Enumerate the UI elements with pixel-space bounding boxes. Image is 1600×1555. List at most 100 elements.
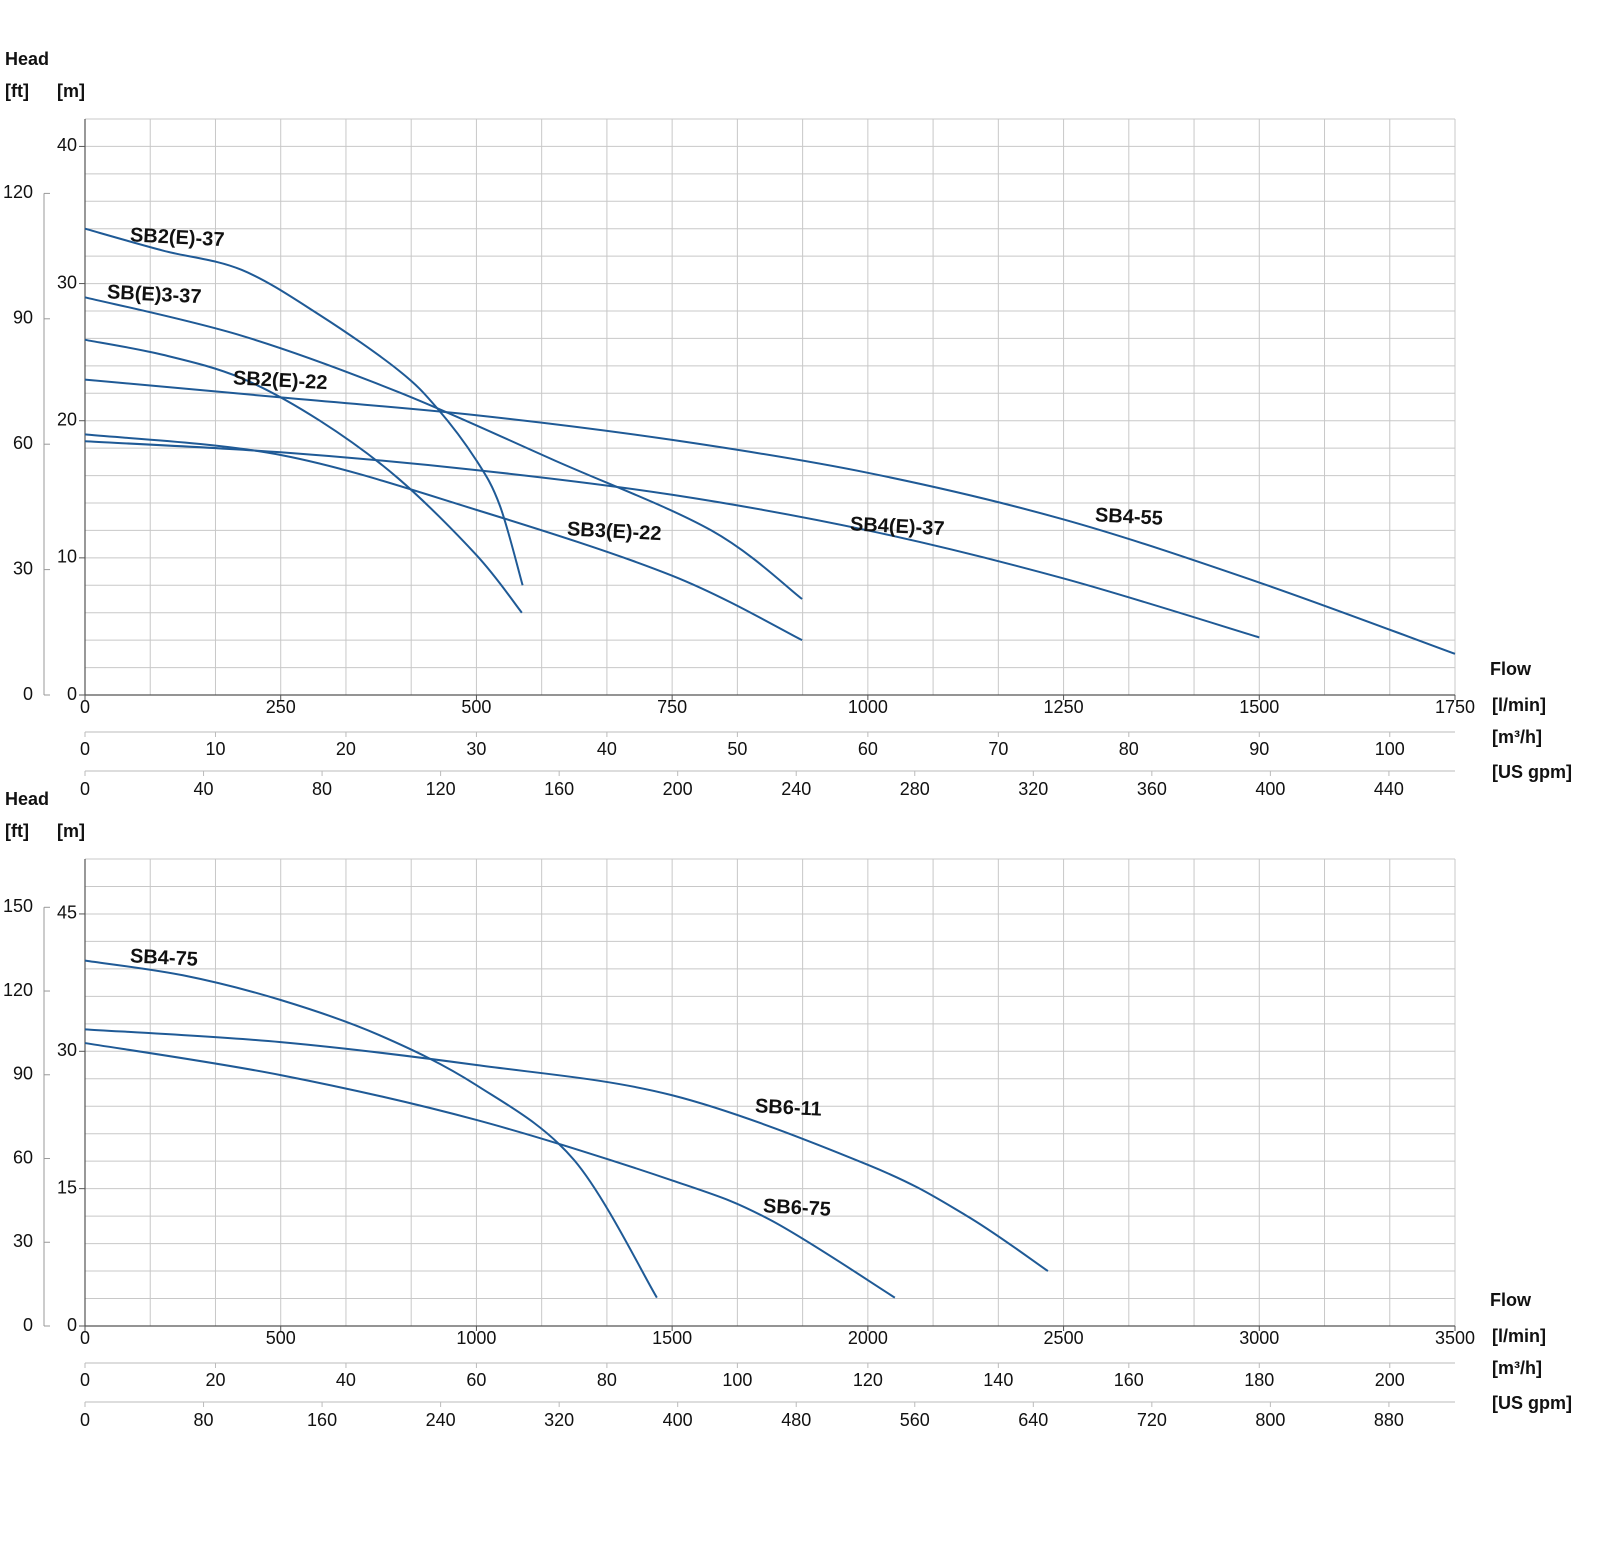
y2-tick-label: 150: [3, 896, 33, 916]
y2-tick-label: 60: [13, 433, 33, 453]
y2-tick-label: 90: [13, 308, 33, 328]
y2-tick-label: 60: [13, 1147, 33, 1167]
flow-label: Flow: [1490, 659, 1532, 679]
x2-tick-label: 60: [466, 1370, 486, 1390]
x3-tick-label: 400: [1255, 779, 1285, 799]
x-tick-label: 3500: [1435, 1328, 1475, 1348]
pump-curve: [84, 959, 658, 1299]
x2-label: [m³/h]: [1492, 1358, 1542, 1378]
x-tick-label: 1000: [848, 697, 888, 717]
x3-tick-label: 320: [544, 1410, 574, 1430]
curve-label: SB3(E)-22: [566, 518, 662, 545]
x3-tick-label: 200: [663, 779, 693, 799]
x2-tick-label: 200: [1375, 1370, 1405, 1390]
y-tick-label: 20: [57, 409, 77, 429]
x2-tick-label: 60: [858, 739, 878, 759]
pump-curve: [84, 1042, 896, 1299]
y2-label: [ft]: [5, 821, 29, 841]
x-tick-label: 1000: [456, 1328, 496, 1348]
x3-label: [US gpm]: [1492, 1393, 1572, 1413]
x-tick-label: 250: [266, 697, 296, 717]
x2-tick-label: 70: [988, 739, 1008, 759]
head-label: Head: [5, 49, 49, 69]
x3-tick-label: 160: [307, 1410, 337, 1430]
x2-tick-label: 80: [1119, 739, 1139, 759]
x3-tick-label: 640: [1018, 1410, 1048, 1430]
y-tick-label: 15: [57, 1177, 77, 1197]
curve-label: SB(E)3-37: [106, 281, 202, 308]
x-tick-label: 1500: [652, 1328, 692, 1348]
x3-tick-label: 880: [1374, 1410, 1404, 1430]
curve-label: SB4-75: [129, 945, 198, 971]
x3-tick-label: 360: [1137, 779, 1167, 799]
pump-curve: [84, 227, 524, 586]
x-tick-label: 500: [461, 697, 491, 717]
x3-tick-label: 560: [900, 1410, 930, 1430]
x3-tick-label: 720: [1137, 1410, 1167, 1430]
x3-tick-label: 80: [312, 779, 332, 799]
x2-tick-label: 40: [336, 1370, 356, 1390]
y-tick-label: 0: [67, 1315, 77, 1335]
y-tick-label: 45: [57, 903, 77, 923]
x-tick-label: 1500: [1239, 697, 1279, 717]
y2-tick-label: 120: [3, 182, 33, 202]
head-label: Head: [5, 789, 49, 809]
x2-tick-label: 100: [722, 1370, 752, 1390]
x2-tick-label: 30: [466, 739, 486, 759]
y2-tick-label: 30: [13, 1231, 33, 1251]
x3-tick-label: 80: [194, 1410, 214, 1430]
y2-tick-label: 90: [13, 1064, 33, 1084]
y-tick-label: 10: [57, 547, 77, 567]
x3-tick-label: 240: [781, 779, 811, 799]
x-tick-label: 2500: [1044, 1328, 1084, 1348]
x-label: [l/min]: [1492, 695, 1546, 715]
x2-tick-label: 120: [853, 1370, 883, 1390]
curve-label: SB4-55: [1094, 504, 1163, 530]
pump-curve: [84, 440, 1260, 639]
curve-label: SB4(E)-37: [849, 513, 945, 540]
x2-tick-label: 160: [1114, 1370, 1144, 1390]
curve-label: SB6-75: [762, 1195, 831, 1221]
x2-tick-label: 0: [80, 739, 90, 759]
x3-tick-label: 0: [80, 1410, 90, 1430]
flow-label: Flow: [1490, 1290, 1532, 1310]
pump-curve: [84, 1028, 1049, 1272]
x3-tick-label: 800: [1255, 1410, 1285, 1430]
y-tick-label: 30: [57, 1040, 77, 1060]
x2-tick-label: 20: [336, 739, 356, 759]
x3-tick-label: 400: [663, 1410, 693, 1430]
y2-tick-label: 30: [13, 558, 33, 578]
y-tick-label: 0: [67, 684, 77, 704]
x2-tick-label: 80: [597, 1370, 617, 1390]
x-tick-label: 0: [80, 1328, 90, 1348]
x-tick-label: 500: [266, 1328, 296, 1348]
x2-tick-label: 180: [1244, 1370, 1274, 1390]
x-tick-label: 750: [657, 697, 687, 717]
x3-tick-label: 280: [900, 779, 930, 799]
x2-tick-label: 50: [727, 739, 747, 759]
y2-tick-label: 0: [23, 684, 33, 704]
y-label: [m]: [57, 81, 85, 101]
x3-tick-label: 40: [194, 779, 214, 799]
y-tick-label: 40: [57, 135, 77, 155]
x-tick-label: 1750: [1435, 697, 1475, 717]
x2-tick-label: 0: [80, 1370, 90, 1390]
x3-tick-label: 120: [426, 779, 456, 799]
curve-label: SB6-11: [754, 1095, 822, 1120]
curve-label: SB2(E)-37: [129, 224, 225, 251]
y2-tick-label: 120: [3, 980, 33, 1000]
pump-curve: [84, 296, 803, 600]
x-tick-label: 2000: [848, 1328, 888, 1348]
x3-tick-label: 240: [426, 1410, 456, 1430]
x3-tick-label: 0: [80, 779, 90, 799]
x2-tick-label: 90: [1249, 739, 1269, 759]
x3-label: [US gpm]: [1492, 762, 1572, 782]
x3-tick-label: 480: [781, 1410, 811, 1430]
x3-tick-label: 160: [544, 779, 574, 799]
y-tick-label: 30: [57, 272, 77, 292]
pump-curve: [84, 378, 1456, 655]
x2-tick-label: 10: [205, 739, 225, 759]
y-label: [m]: [57, 821, 85, 841]
x2-label: [m³/h]: [1492, 727, 1542, 747]
